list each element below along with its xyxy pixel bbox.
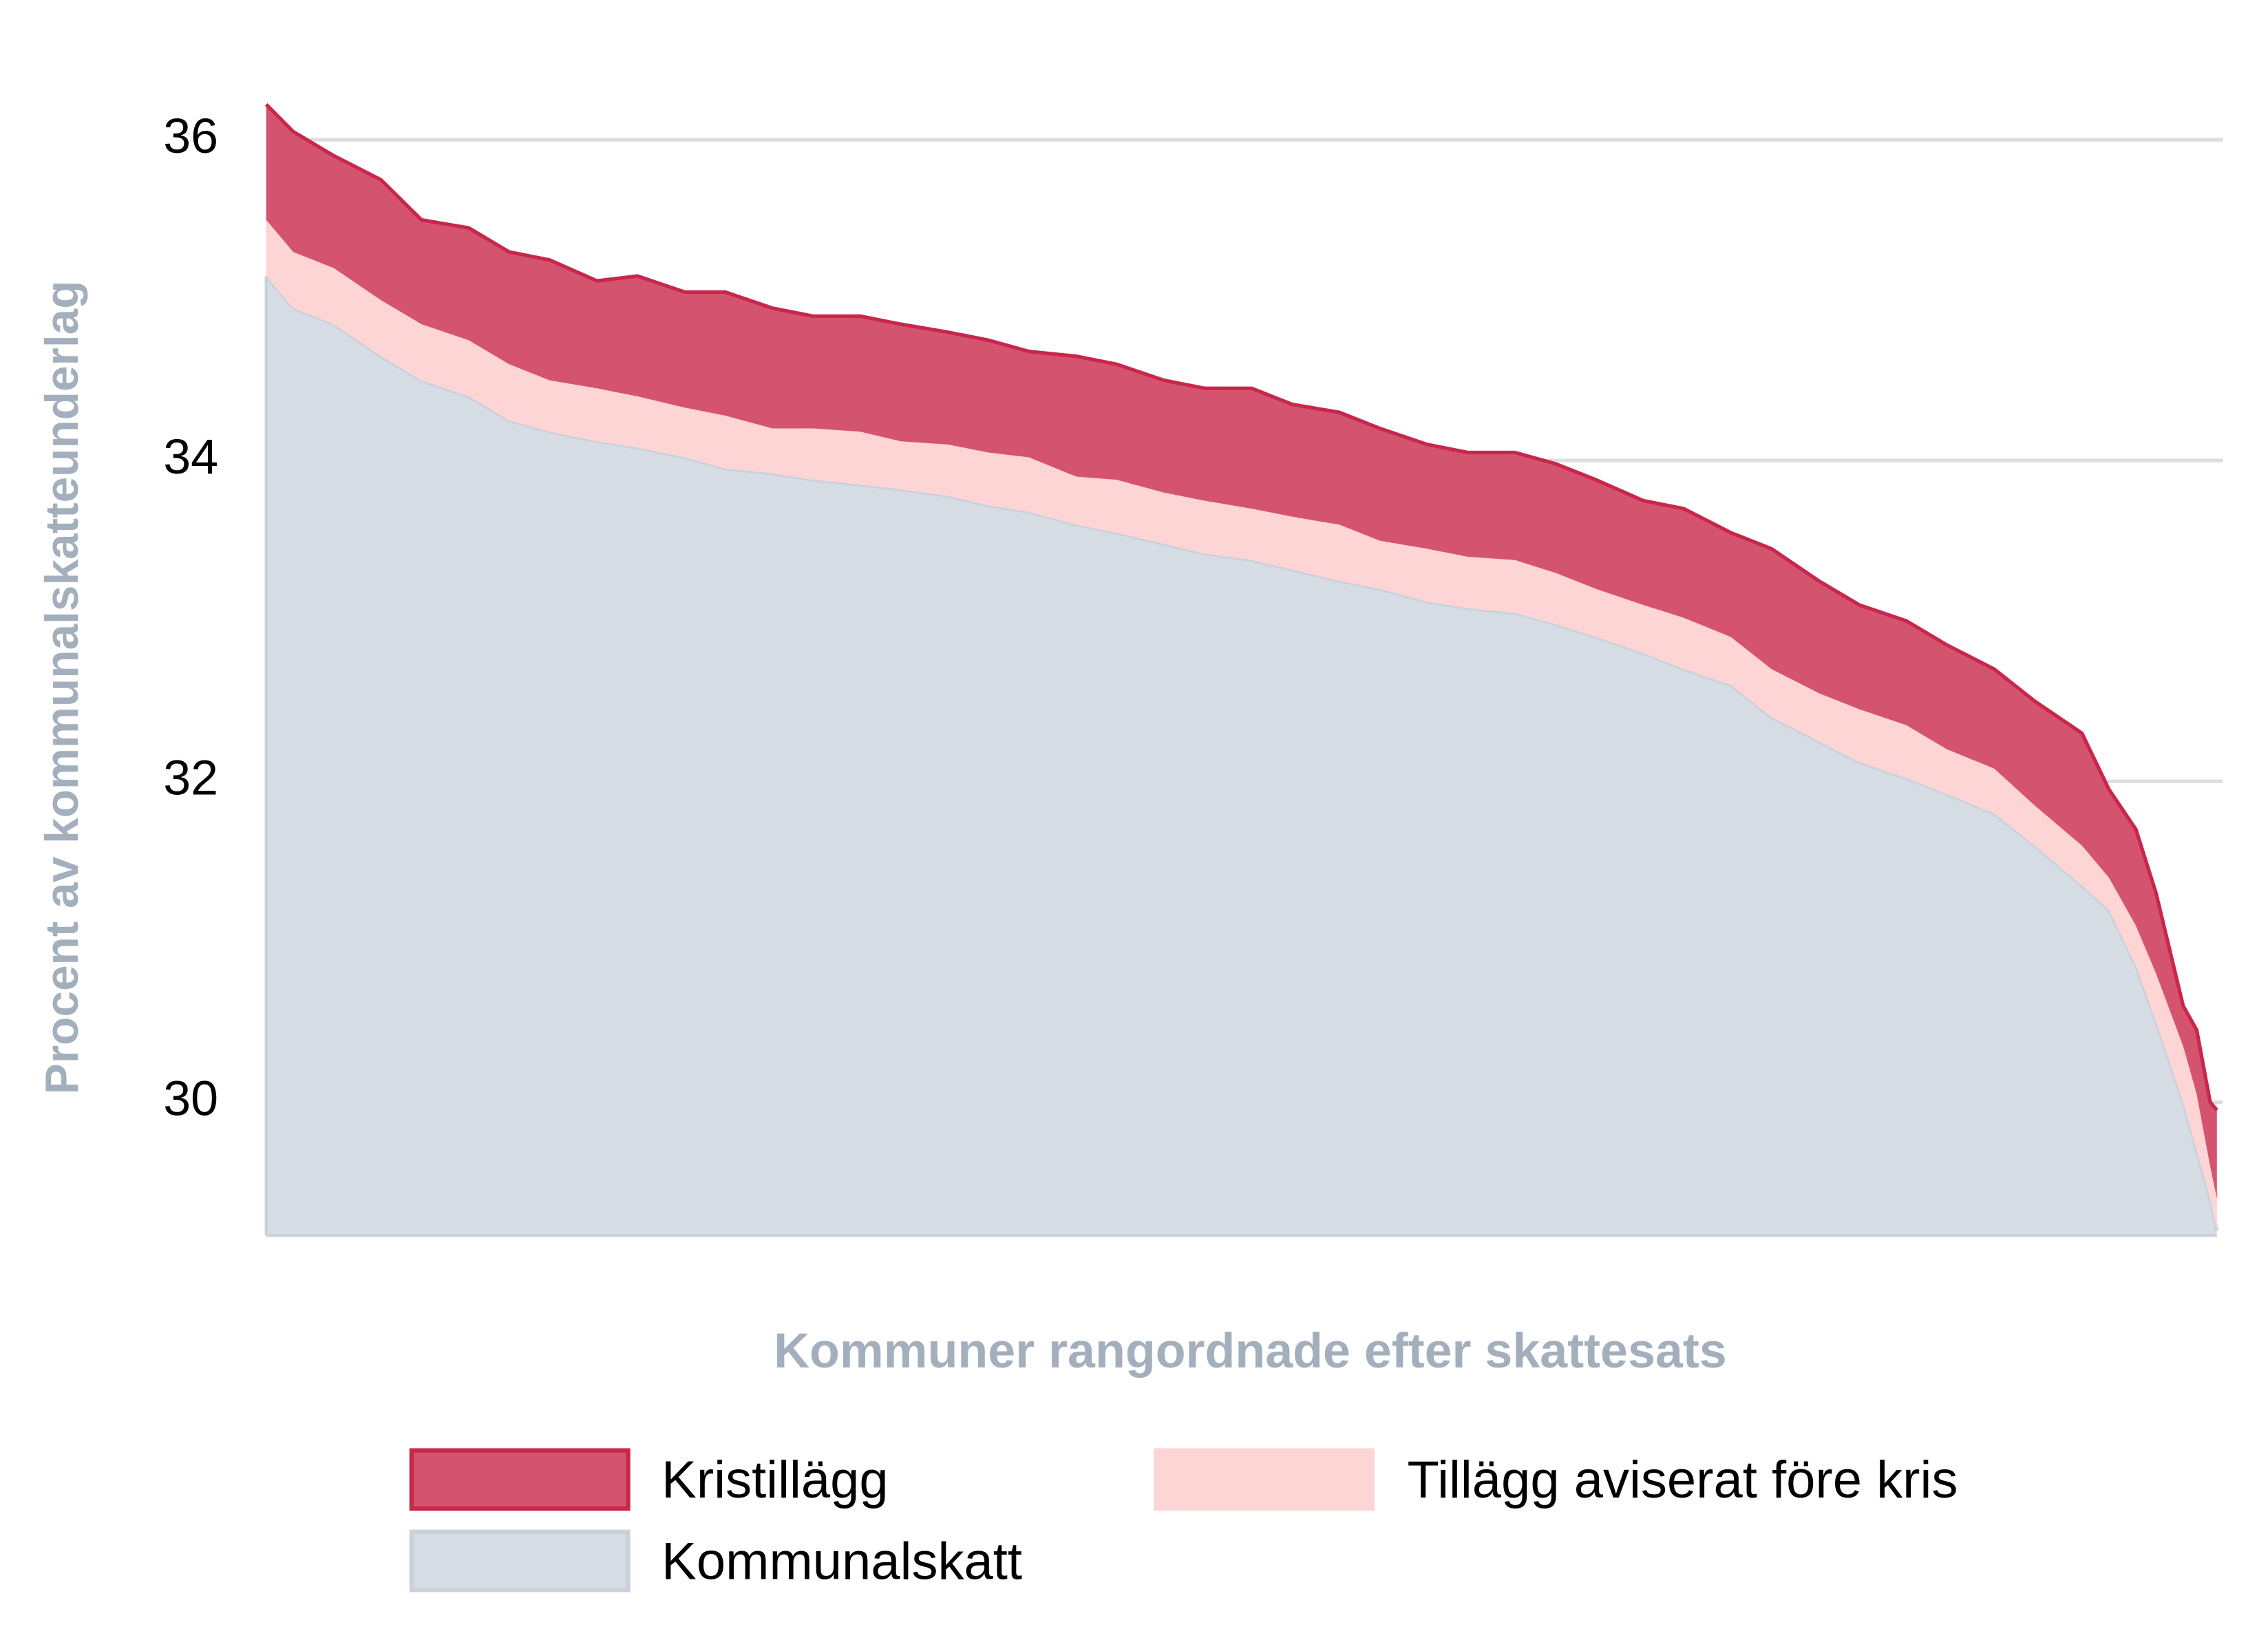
y-axis-label: Procent av kommunalskatteunderlag [36,281,88,1095]
area [266,104,2217,1199]
y-tick-label: 34 [163,429,218,484]
legend-label: Kristillägg [661,1451,889,1509]
area-outline [264,103,2218,1111]
legend-label: Kommunalskatt [661,1532,1022,1590]
legend-swatch [409,1529,630,1593]
y-tick-label: 30 [163,1072,218,1127]
legend-swatch [1154,1448,1375,1511]
y-tick-label: 36 [163,109,218,164]
legend-label: Tillägg aviserat före kris [1408,1451,1958,1509]
legend-swatch [409,1448,630,1511]
y-tick-label: 32 [163,750,218,805]
area [266,276,2217,1236]
area [266,220,2217,1231]
x-axis-label: Kommuner rangordnade efter skattesats [774,1323,1726,1378]
